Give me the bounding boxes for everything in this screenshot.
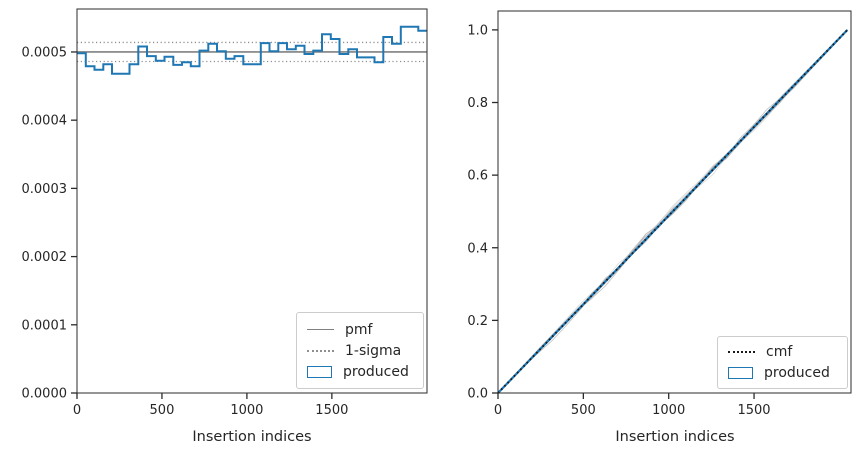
sigma-dotted-sample-icon	[307, 349, 334, 352]
x-tick-label: 1000	[652, 403, 685, 418]
x-tick-label: 1000	[230, 403, 263, 418]
y-tick-label: 0.6	[467, 169, 488, 184]
axes-spines	[497, 10, 852, 394]
produced-swatch-icon	[728, 367, 753, 379]
y-tick-label: 0.0001	[22, 318, 68, 333]
x-tick-label: 0	[73, 403, 81, 418]
x-tick-label: 0	[494, 403, 502, 418]
legend-item-cmf: cmf	[728, 345, 837, 359]
y-tick-label: 0.0000	[22, 387, 68, 402]
cmf-dotted-sample-icon	[728, 351, 755, 353]
y-tick-label: 0.0002	[22, 250, 68, 265]
cmf-xaxis-label: Insertion indices	[615, 429, 735, 445]
legend-item-produced: produced	[728, 366, 837, 380]
legend-label: produced	[343, 363, 409, 380]
produced-step-series	[77, 25, 427, 75]
x-tick-label: 500	[150, 403, 175, 418]
cmf-legend: cmf produced	[717, 336, 848, 389]
y-tick-label: 1.0	[467, 23, 488, 38]
x-tick-label: 1500	[315, 403, 348, 418]
pmf-legend: pmf 1-sigma produced	[296, 312, 424, 389]
legend-label: 1-sigma	[345, 342, 402, 359]
pmf-line-sample-icon	[307, 329, 334, 330]
legend-label: pmf	[345, 321, 373, 338]
cmf-line	[497, 29, 849, 394]
y-tick-label: 0.0	[467, 387, 488, 402]
legend-item-produced: produced	[307, 365, 413, 379]
y-tick-label: 0.0005	[22, 45, 68, 60]
legend-label: cmf	[766, 344, 793, 360]
axes-spines	[76, 8, 428, 394]
x-tick-label: 1500	[737, 403, 770, 418]
y-tick-label: 0.8	[467, 96, 488, 111]
x-tick-label: 500	[571, 403, 596, 418]
pmf-xaxis-label: Insertion indices	[192, 429, 312, 445]
y-tick-label: 0.0004	[22, 114, 68, 129]
legend-label: produced	[764, 365, 830, 381]
y-tick-label: 0.4	[467, 241, 488, 256]
y-tick-label: 0.0003	[22, 182, 68, 197]
produced-swatch-icon	[307, 365, 332, 378]
legend-item-1-sigma: 1-sigma	[307, 344, 413, 358]
y-tick-label: 0.2	[467, 314, 488, 329]
legend-item-pmf: pmf	[307, 323, 413, 337]
